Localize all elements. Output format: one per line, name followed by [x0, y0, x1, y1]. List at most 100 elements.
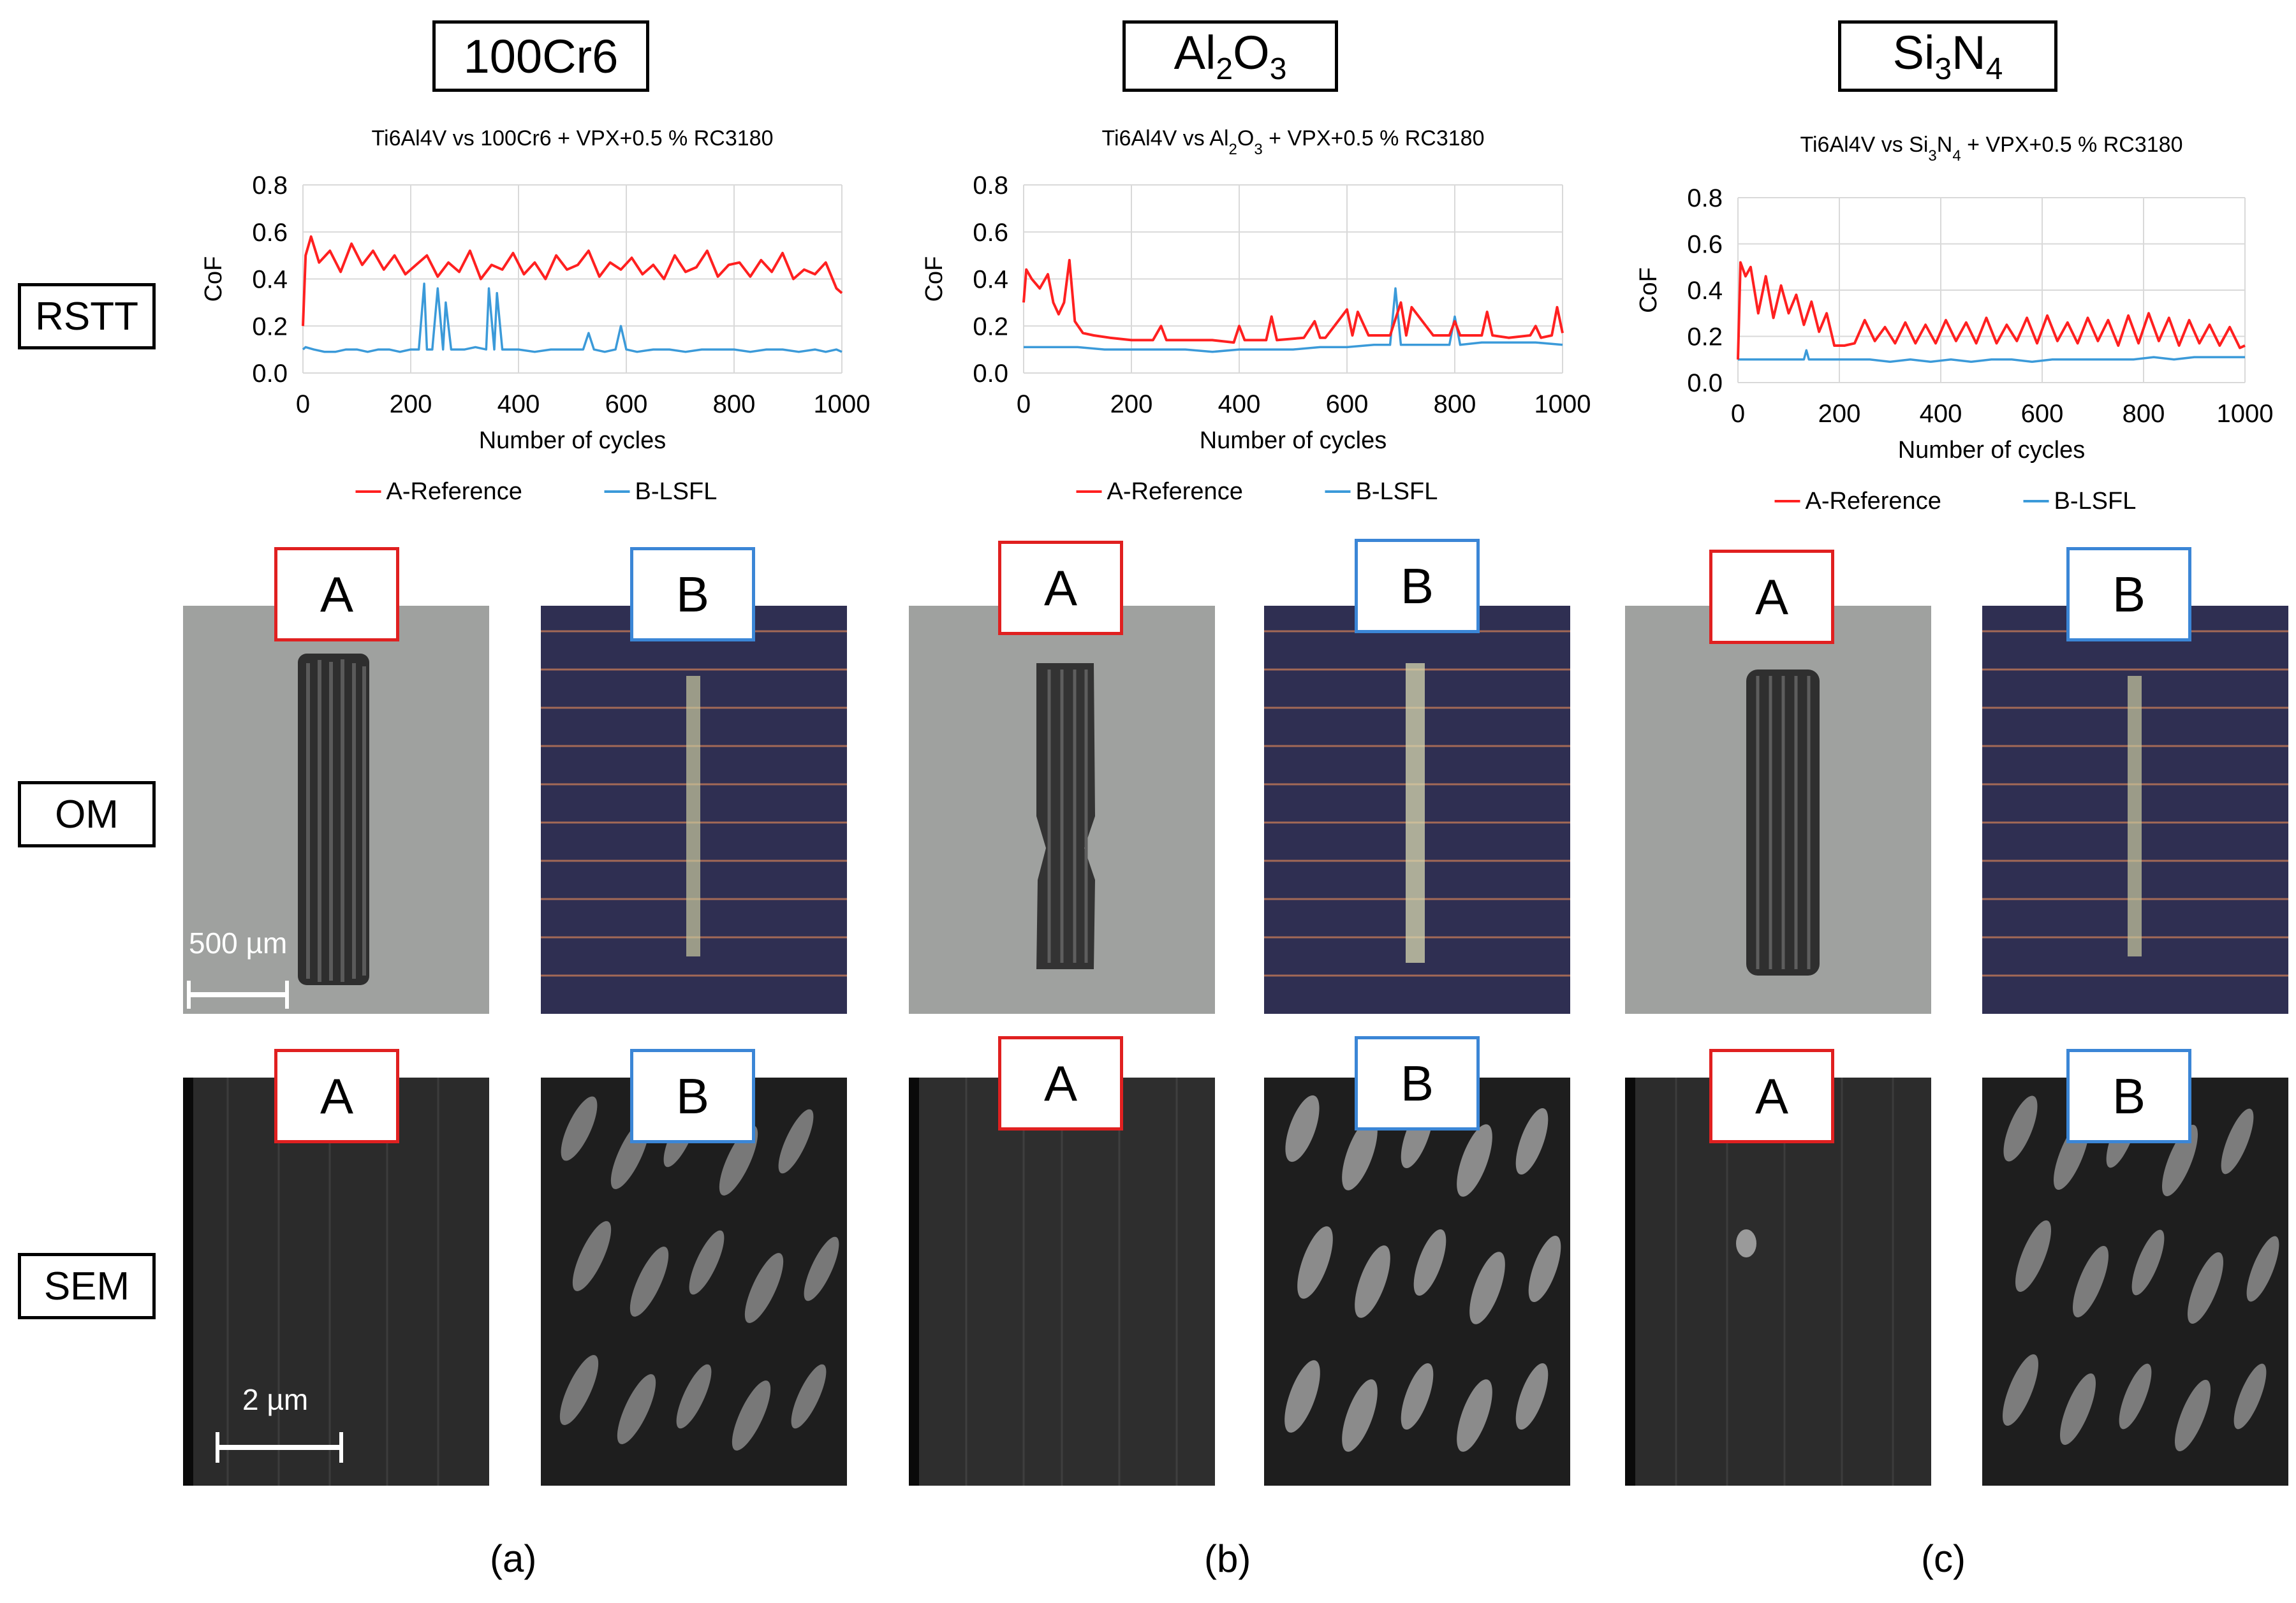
- y-tick-label: 0.0: [252, 360, 288, 388]
- sem-label-b-al2o3-text: B: [1400, 1055, 1434, 1111]
- sem-image-si3n4-a: [1625, 1078, 1931, 1486]
- series-line-reference: [302, 235, 843, 326]
- x-tick-label: 200: [1818, 400, 1861, 428]
- x-tick-label: 1000: [1534, 390, 1591, 418]
- x-tick-label: 800: [713, 390, 756, 418]
- legend-label: B-LSFL: [2054, 488, 2137, 515]
- o-subscript: 3: [1269, 52, 1287, 86]
- sem-image-100cr6-a: [183, 1078, 489, 1486]
- x-tick-label: 1000: [814, 390, 871, 418]
- n-subscript: 4: [1985, 52, 2003, 86]
- x-axis-label: Number of cycles: [1898, 437, 2086, 464]
- si-subscript: 3: [1934, 52, 1952, 86]
- om-image-si3n4-b: [1982, 606, 2288, 1014]
- x-axis-label: Number of cycles: [479, 427, 666, 454]
- row-label-om-text: OM: [55, 792, 119, 837]
- n-text: N: [1952, 26, 1986, 80]
- al-subscript: 2: [1216, 52, 1233, 86]
- chart-title-part: 3: [1254, 141, 1262, 158]
- subfigure-label-b: (b): [1204, 1537, 1251, 1580]
- series-line-lsfl: [1024, 287, 1563, 353]
- legend-label: A-Reference: [386, 478, 522, 505]
- y-tick-label: 0.6: [252, 219, 288, 247]
- om-label-a-si3n4: A: [1709, 550, 1834, 644]
- sem-label-a-100cr6: A: [274, 1049, 399, 1143]
- x-axis-label: Number of cycles: [1200, 427, 1387, 454]
- om-label-a-al2o3: A: [998, 541, 1123, 635]
- sem-label-a-al2o3-text: A: [1043, 1055, 1078, 1111]
- om-scale-bar: [187, 981, 289, 1009]
- sem-label-b-100cr6: B: [630, 1049, 755, 1143]
- x-tick-label: 800: [2123, 400, 2165, 428]
- chart-title: Ti6Al4V vs 100Cr6 + VPX+0.5 % RC3180: [372, 126, 774, 150]
- sem-image-al2o3-b: [1264, 1078, 1570, 1486]
- om-label-b-100cr6: B: [630, 547, 755, 641]
- sem-label-b-si3n4: B: [2066, 1049, 2191, 1143]
- chart-title-part: 2: [1229, 141, 1237, 158]
- x-tick-label: 400: [497, 390, 540, 418]
- y-tick-label: 0.2: [973, 312, 1008, 340]
- sem-image-al2o3-a: [909, 1078, 1215, 1486]
- subfigure-label-a: (a): [490, 1537, 537, 1580]
- om-label-a-100cr6: A: [274, 547, 399, 641]
- chart-title-part: Ti6Al4V vs Al: [1102, 126, 1229, 150]
- chart-title: Ti6Al4V vs Al2O3 + VPX+0.5 % RC3180: [1102, 126, 1485, 158]
- y-tick-label: 0.0: [1687, 369, 1723, 397]
- om-image-al2o3-a: [909, 606, 1215, 1014]
- om-image-si3n4-a: [1625, 606, 1931, 1014]
- sem-scale-label: 2 µm: [242, 1383, 309, 1416]
- subfigure-label-c: (c): [1921, 1537, 1966, 1580]
- chart-title-part: N: [1937, 133, 1953, 157]
- legend-label: B-LSFL: [635, 478, 718, 505]
- om-label-b-al2o3: B: [1355, 539, 1480, 633]
- row-label-rstt: RSTT: [18, 283, 156, 349]
- y-tick-label: 0.4: [1687, 277, 1723, 305]
- om-label-b-si3n4: B: [2066, 547, 2191, 641]
- sem-scale-bar: [216, 1432, 343, 1463]
- x-tick-label: 0: [1731, 400, 1745, 428]
- y-tick-label: 0.8: [1687, 184, 1723, 212]
- om-label-a-al2o3-text: A: [1043, 559, 1078, 616]
- om-image-al2o3-b: [1264, 606, 1570, 1014]
- si-text: Si: [1892, 26, 1935, 80]
- x-tick-label: 0: [296, 390, 310, 418]
- om-label-b-al2o3-text: B: [1400, 557, 1434, 614]
- x-tick-label: 400: [1218, 390, 1261, 418]
- y-tick-label: 0.6: [973, 219, 1008, 247]
- chart-title-part: 3: [1928, 147, 1936, 165]
- series-line-lsfl: [1738, 349, 2245, 363]
- material-label-si3n4: Si3N4: [1838, 20, 2057, 92]
- y-tick-label: 0.8: [252, 172, 288, 200]
- material-label-al2o3: Al2O3: [1122, 20, 1338, 92]
- material-text-si3n4: Si3N4: [1893, 26, 2003, 87]
- material-text-al2o3: Al2O3: [1174, 26, 1287, 87]
- legend-label: A-Reference: [1806, 488, 1941, 515]
- y-tick-label: 0.8: [973, 172, 1008, 200]
- y-tick-label: 0.6: [1687, 231, 1723, 259]
- o-text: O: [1233, 26, 1270, 80]
- sem-label-a-100cr6-text: A: [320, 1067, 354, 1124]
- chart-title-part: O: [1237, 126, 1254, 150]
- al-text: Al: [1174, 26, 1216, 80]
- x-tick-label: 0: [1017, 390, 1031, 418]
- om-image-100cr6-b: [541, 606, 847, 1014]
- x-tick-label: 600: [2021, 400, 2064, 428]
- series-line-lsfl: [302, 282, 843, 353]
- y-tick-label: 0.0: [973, 360, 1008, 388]
- sem-label-b-100cr6-text: B: [675, 1067, 710, 1124]
- row-label-sem: SEM: [18, 1253, 156, 1319]
- om-label-a-100cr6-text: A: [320, 566, 354, 622]
- row-label-sem-text: SEM: [43, 1264, 130, 1308]
- series-line-reference: [1737, 261, 2246, 360]
- x-tick-label: 600: [1326, 390, 1369, 418]
- y-tick-label: 0.2: [1687, 323, 1723, 351]
- chart-title-part: Ti6Al4V vs Si: [1800, 133, 1929, 157]
- x-tick-label: 800: [1434, 390, 1476, 418]
- sem-label-a-si3n4-text: A: [1755, 1067, 1789, 1124]
- chart-title-part: + VPX+0.5 % RC3180: [1961, 133, 2183, 157]
- om-scale-label: 500 µm: [189, 926, 288, 960]
- legend-label: A-Reference: [1107, 478, 1243, 505]
- x-tick-label: 400: [1920, 400, 1962, 428]
- x-tick-label: 200: [390, 390, 432, 418]
- chart-title: Ti6Al4V vs Si3N4 + VPX+0.5 % RC3180: [1800, 133, 2183, 165]
